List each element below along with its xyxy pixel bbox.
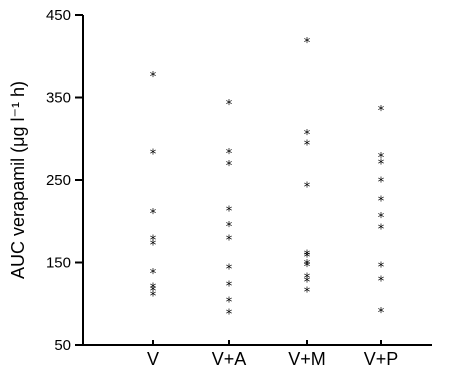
data-point: *: [150, 233, 157, 248]
y-tick-label: 450: [46, 7, 71, 24]
data-point: *: [378, 223, 385, 238]
data-point: *: [150, 207, 157, 222]
y-tick-label: 350: [46, 90, 71, 107]
data-point: *: [150, 148, 157, 163]
data-point: *: [150, 290, 157, 305]
data-points: ****************************************: [150, 36, 385, 322]
data-point: *: [150, 238, 157, 253]
x-tick-label: V: [147, 349, 159, 369]
data-point: *: [304, 271, 311, 286]
data-point: *: [226, 220, 233, 235]
data-point: *: [150, 70, 157, 85]
data-point: *: [378, 306, 385, 321]
data-point: *: [304, 248, 311, 263]
data-point: *: [226, 205, 233, 220]
data-point: *: [226, 233, 233, 248]
data-point: *: [304, 139, 311, 154]
x-tick-label: V+A: [212, 349, 247, 369]
data-point: *: [304, 36, 311, 51]
y-axis-ticks: 50 150 250 350 450: [46, 7, 83, 354]
data-point: *: [378, 104, 385, 119]
data-point: *: [304, 285, 311, 300]
data-point: *: [226, 295, 233, 310]
data-point: *: [150, 281, 157, 296]
data-point: *: [378, 211, 385, 226]
data-point: *: [304, 275, 311, 290]
data-point: *: [378, 195, 385, 210]
data-point: *: [304, 251, 311, 266]
data-point: *: [150, 267, 157, 282]
data-point: *: [226, 280, 233, 295]
data-point: *: [378, 158, 385, 173]
data-point: *: [378, 275, 385, 290]
data-point: *: [378, 151, 385, 166]
data-point: *: [226, 159, 233, 174]
y-tick-label: 250: [46, 172, 71, 189]
data-point: *: [304, 181, 311, 196]
data-point: *: [304, 128, 311, 143]
x-axis-ticks: V V+A V+M V+P: [147, 340, 398, 369]
data-point: *: [304, 258, 311, 273]
y-axis-label: AUC verapamil (μg l⁻¹ h): [8, 81, 28, 279]
data-point: *: [150, 285, 157, 300]
x-tick-label: V+P: [364, 349, 399, 369]
y-tick-label: 150: [46, 255, 71, 272]
data-point: *: [304, 260, 311, 275]
x-tick-label: V+M: [288, 349, 326, 369]
data-point: *: [226, 98, 233, 113]
data-point: *: [378, 176, 385, 191]
data-point: *: [226, 147, 233, 162]
data-point: *: [226, 262, 233, 277]
data-point: *: [226, 308, 233, 323]
data-point: *: [378, 261, 385, 276]
y-tick-label: 50: [54, 337, 71, 354]
